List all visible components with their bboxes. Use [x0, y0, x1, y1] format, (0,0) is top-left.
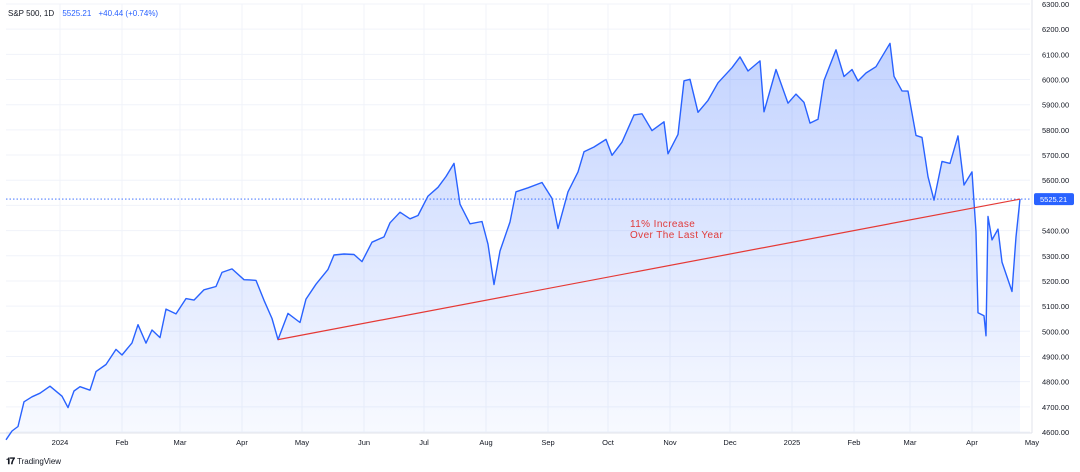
- last-price: 5525.21: [62, 9, 92, 18]
- time-tick-label: Mar: [904, 438, 917, 447]
- price-tick-label: 6100.00: [1042, 50, 1069, 59]
- series-line: [5, 42, 1021, 441]
- price-axis[interactable]: 4600.00 4700.00 4800.00 4900.00 5000.00 5100.…: [1034, 0, 1074, 437]
- time-tick-label: May: [295, 438, 309, 447]
- time-tick-label: Aug: [479, 438, 492, 447]
- price-tick-label: 6200.00: [1042, 25, 1069, 34]
- symbol-label: S&P 500, 1D: [8, 9, 55, 18]
- time-tick-label: Apr: [236, 438, 248, 447]
- last-price-badge-label: 5525.21: [1040, 195, 1067, 204]
- price-tick-label: 4600.00: [1042, 428, 1069, 437]
- trend-annotation: 11% Increase Over The Last Year: [630, 219, 723, 241]
- price-tick-label: 5300.00: [1042, 252, 1069, 261]
- time-tick-label: Sep: [541, 438, 554, 447]
- price-tick-label: 5600.00: [1042, 176, 1069, 185]
- time-tick-label: Jul: [419, 438, 429, 447]
- time-tick-label: Apr: [966, 438, 978, 447]
- annotation-line-2: Over The Last Year: [630, 230, 724, 241]
- price-change: +40.44 (+0.74%): [98, 9, 159, 18]
- time-tick-label: Feb: [848, 438, 861, 447]
- price-tick-label: 5900.00: [1042, 101, 1069, 110]
- time-tick-label: 2025: [784, 438, 801, 447]
- time-tick-label: Jun: [358, 438, 370, 447]
- annotation-line-1: 11% Increase: [630, 219, 696, 230]
- price-tick-label: 4800.00: [1042, 378, 1069, 387]
- time-tick-label: Feb: [116, 438, 129, 447]
- brand[interactable]: 𝟏𝟕 TradingView: [6, 456, 61, 467]
- area-fill: [6, 43, 1020, 440]
- time-tick-label: Oct: [602, 438, 615, 447]
- chart-legend: S&P 500, 1D 5525.21 +40.44 (+0.74%): [8, 9, 158, 18]
- brand-name: TradingView: [17, 457, 62, 466]
- last-price-badge: [1034, 193, 1074, 206]
- time-tick-label: May: [1025, 438, 1039, 447]
- price-line: [5, 42, 1030, 441]
- price-tick-label: 5700.00: [1042, 151, 1069, 160]
- time-tick-label: 2024: [52, 438, 69, 447]
- trend-line: [277, 198, 1021, 341]
- price-tick-label: 5000.00: [1042, 327, 1069, 336]
- price-tick-label: 6000.00: [1042, 76, 1069, 85]
- price-tick-label: 5200.00: [1042, 277, 1069, 286]
- trendline: [277, 198, 1021, 341]
- price-tick-label: 4900.00: [1042, 352, 1069, 361]
- price-tick-label: 5400.00: [1042, 227, 1069, 236]
- price-tick-label: 5100.00: [1042, 302, 1069, 311]
- time-tick-label: Mar: [174, 438, 187, 447]
- price-tick-label: 6300.00: [1042, 0, 1069, 9]
- price-area: [6, 43, 1020, 440]
- price-tick-label: 4700.00: [1042, 403, 1069, 412]
- time-tick-label: Dec: [723, 438, 737, 447]
- tradingview-logo-icon: 𝟏𝟕: [6, 456, 15, 466]
- time-axis[interactable]: 2024 Feb Mar Apr May Jun Jul Aug Sep Oct Nov Dec 202…: [52, 438, 1040, 447]
- time-tick-label: Nov: [663, 438, 677, 447]
- price-tick-label: 5800.00: [1042, 126, 1069, 135]
